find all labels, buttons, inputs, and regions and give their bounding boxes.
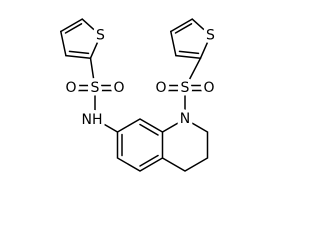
bond [68, 50, 90, 55]
bond [65, 54, 92, 59]
atom-label: O [113, 80, 124, 96]
bond [89, 57, 96, 89]
atom-label: N [180, 111, 190, 127]
bond [170, 18, 193, 33]
bond [94, 118, 119, 133]
atom-label: O [203, 80, 214, 96]
atom-label: S [91, 80, 100, 96]
bond [178, 50, 200, 55]
atom-label: O [65, 80, 76, 96]
bond [139, 154, 159, 167]
atom-label: NH [82, 112, 103, 128]
bond [139, 123, 159, 136]
bond [64, 23, 83, 34]
atom-label: S [181, 80, 190, 96]
bond [60, 30, 67, 57]
bond [199, 34, 212, 59]
bond [60, 18, 83, 33]
bonds [60, 18, 212, 172]
bond [175, 54, 202, 59]
bond [174, 23, 193, 34]
bond [81, 18, 102, 37]
atom-label: S [206, 28, 215, 44]
bond [184, 57, 202, 89]
ring [116, 118, 164, 172]
atom-label: S [96, 28, 105, 44]
bond [170, 30, 177, 57]
atom-label: O [155, 80, 166, 96]
atom-labels: S S O O NH S S O O N [62, 24, 219, 131]
molecule-diagram: S S O O NH S S O O N [60, 18, 219, 172]
ring [161, 118, 209, 172]
bond [191, 18, 212, 37]
bond [89, 34, 102, 59]
